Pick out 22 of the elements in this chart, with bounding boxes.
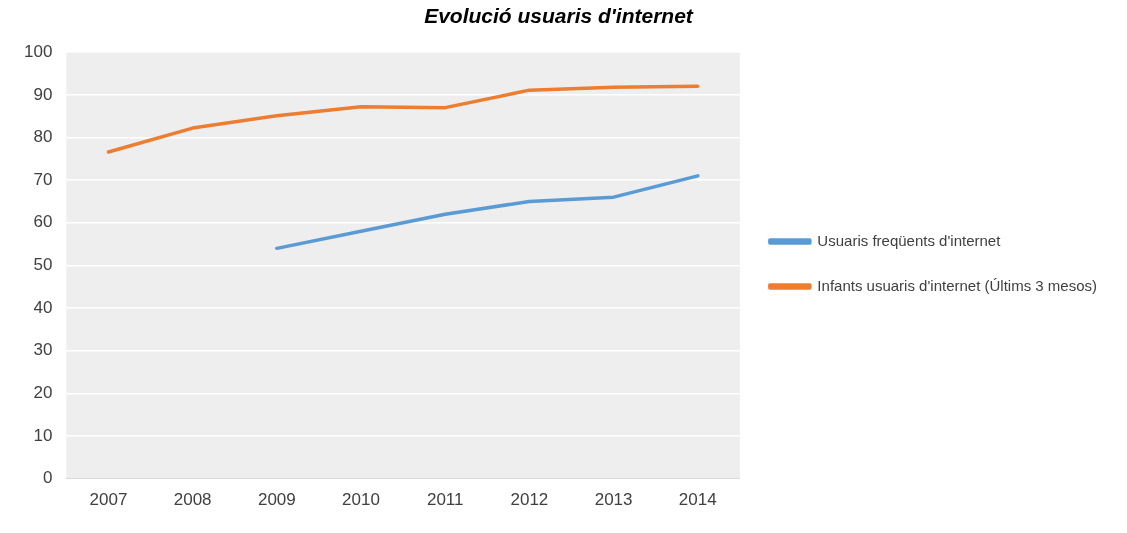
x-tick-label: 2007 [89,490,128,510]
x-tick-label: 2014 [678,490,717,510]
y-tick-label: 80 [33,127,53,147]
x-tick-label: 2012 [510,490,549,510]
y-tick-label: 90 [33,84,53,104]
y-tick-label: 10 [33,425,53,445]
y-tick-label: 20 [33,383,53,403]
y-tick-label: 30 [33,340,53,360]
x-tick-label: 2008 [173,490,212,510]
x-tick-label: 2011 [426,490,464,510]
y-tick-label: 70 [33,169,53,189]
y-tick-label: 0 [42,468,53,488]
x-tick-label: 2009 [257,490,296,510]
x-tick-label: 2013 [594,490,633,510]
y-tick-label: 50 [33,255,53,275]
x-tick-label: 2010 [342,490,380,510]
chart-title: Evolució usuaris d'internet [424,4,694,28]
y-tick-label: 100 [23,41,53,61]
y-tick-label: 60 [33,212,53,232]
legend-label: Usuaris freqüents d'internet [817,231,1002,249]
y-tick-label: 40 [33,297,53,317]
legend-label: Infants usuaris d'internet (Últims 3 mesos) [817,276,1098,294]
